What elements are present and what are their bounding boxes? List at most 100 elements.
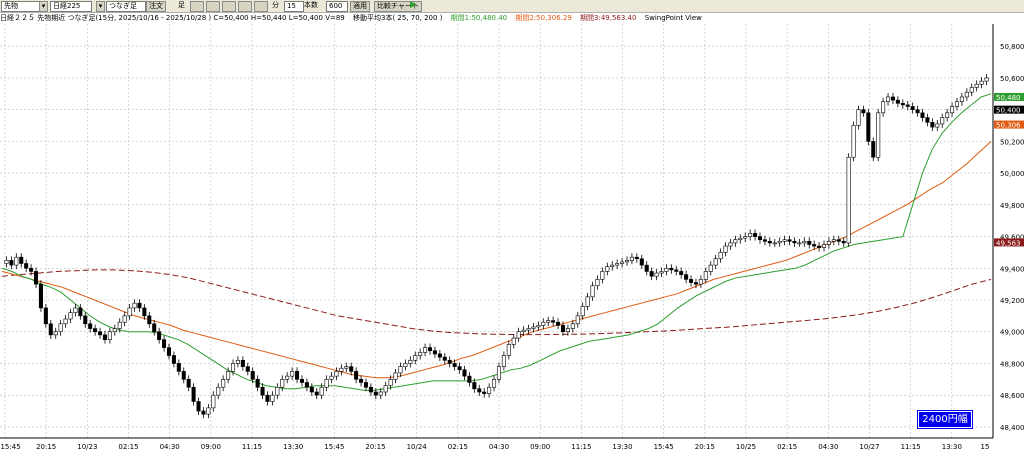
- price-marker-label: 49,563: [996, 239, 1021, 247]
- candle-up: [728, 242, 733, 247]
- candle-down: [33, 271, 39, 285]
- x-tick-label: 13:30: [942, 443, 962, 451]
- minutes-input[interactable]: 15: [284, 1, 304, 12]
- price-marker-box: [994, 120, 1024, 129]
- candle-down: [925, 117, 930, 123]
- timeframe-month-button[interactable]: [238, 1, 252, 12]
- timeframe-day-button[interactable]: [206, 1, 220, 12]
- candle-down: [679, 271, 684, 275]
- candle-down: [910, 106, 915, 110]
- candle-up: [492, 379, 497, 388]
- candle-up: [378, 391, 383, 396]
- candle-up: [107, 331, 112, 340]
- candle-up: [708, 264, 713, 272]
- candle-down: [147, 315, 152, 325]
- candle-up: [4, 260, 9, 264]
- candle-down: [817, 245, 822, 248]
- range-badge: 2400円幅: [917, 410, 973, 429]
- candle-down: [162, 339, 167, 348]
- compare-chart-button[interactable]: 比較チャート: [374, 1, 422, 12]
- candle-down: [359, 379, 364, 383]
- candle-up: [58, 323, 63, 333]
- index-dropdown-icon[interactable]: ▾: [96, 1, 105, 12]
- candle-up: [723, 245, 728, 253]
- candle-down: [299, 379, 304, 383]
- y-tick-label: 48,400: [1000, 424, 1024, 432]
- candle-down: [644, 264, 649, 272]
- candle-down: [437, 353, 442, 358]
- play-icon[interactable]: ▶: [410, 0, 417, 10]
- candle-down: [467, 375, 472, 383]
- legend: 日経２２５ 先物期近 つなぎ足(15分, 2025/10/16 - 2025/1…: [0, 13, 708, 23]
- candle-up: [733, 239, 738, 244]
- y-tick-label: 49,400: [1000, 265, 1024, 273]
- candle-down: [9, 260, 14, 266]
- x-tick-label: 10/27: [859, 443, 879, 451]
- candle-up: [605, 266, 610, 272]
- candle-up: [235, 359, 240, 364]
- candle-down: [196, 401, 201, 412]
- candle-up: [531, 326, 536, 329]
- x-axis: 22 15:45 20:15 10/23 02:15 04:30 09:00 11:15 13…: [0, 443, 989, 451]
- ma-long-line: [1, 269, 992, 336]
- market-select[interactable]: 先物: [1, 1, 43, 12]
- candle-down: [152, 323, 157, 333]
- market-dropdown-icon[interactable]: ▾: [39, 1, 48, 12]
- price-marker-label: 50,480: [996, 94, 1021, 102]
- candle-up: [388, 379, 393, 386]
- candle-up: [319, 386, 324, 396]
- y-tick-label: 48,800: [1000, 360, 1024, 368]
- candle-down: [98, 331, 103, 336]
- candle-down: [201, 410, 206, 415]
- price-marker-box: [994, 92, 1024, 101]
- index-select[interactable]: 日経225: [50, 1, 92, 12]
- candle-down: [684, 274, 689, 280]
- candle-down: [349, 366, 354, 372]
- x-tick-label: 13:30: [283, 443, 303, 451]
- candle-up: [950, 106, 955, 114]
- apply-button[interactable]: 適用: [350, 1, 370, 12]
- x-tick-label: 15:45: [654, 443, 674, 451]
- x-tick-label: 20:15: [365, 443, 385, 451]
- candle-up: [408, 359, 413, 364]
- candle-down: [171, 355, 176, 364]
- candle-up: [575, 315, 580, 325]
- candle-down: [757, 236, 763, 241]
- candle-up: [940, 117, 945, 125]
- x-tick-label: 02:15: [118, 443, 138, 451]
- candle-down: [890, 96, 895, 101]
- candle-up: [73, 307, 78, 313]
- candle-up: [226, 371, 231, 380]
- candle-up: [541, 321, 546, 326]
- count-input[interactable]: 600: [326, 1, 348, 12]
- x-tick-label: 15:45: [324, 443, 344, 451]
- candle-up: [959, 96, 964, 103]
- candle-up: [595, 279, 600, 287]
- candle-up: [418, 352, 423, 356]
- candle-down: [767, 241, 772, 244]
- candle-up: [738, 237, 743, 241]
- ma1-value: 期間1:50,480.40: [450, 14, 508, 22]
- timeframe-week-button[interactable]: [222, 1, 236, 12]
- candle-down: [137, 302, 142, 309]
- candle-down: [427, 347, 433, 352]
- candle-up: [68, 312, 73, 320]
- candle-up: [501, 355, 506, 367]
- candle-down: [255, 379, 260, 388]
- candle-down: [304, 382, 309, 388]
- x-tick-label: 02:15: [777, 443, 797, 451]
- candle-down: [102, 334, 107, 340]
- candle-down: [836, 239, 841, 242]
- timeframe-min-button[interactable]: [254, 1, 268, 12]
- candle-up: [664, 267, 669, 272]
- candle-up: [974, 83, 979, 88]
- y-tick-label: 49,800: [1000, 202, 1024, 210]
- candle-up: [821, 244, 827, 248]
- candle-down: [674, 269, 679, 272]
- y-axis: 50,800 50,600 50,400 50,200 50,000 49,800 49,6…: [994, 43, 1024, 432]
- candle-down: [930, 122, 935, 128]
- contract-select[interactable]: つなぎ足: [106, 1, 146, 12]
- candle-down: [693, 282, 698, 285]
- timeframe-tick-button[interactable]: [190, 1, 204, 12]
- order-button[interactable]: 注文: [146, 1, 166, 12]
